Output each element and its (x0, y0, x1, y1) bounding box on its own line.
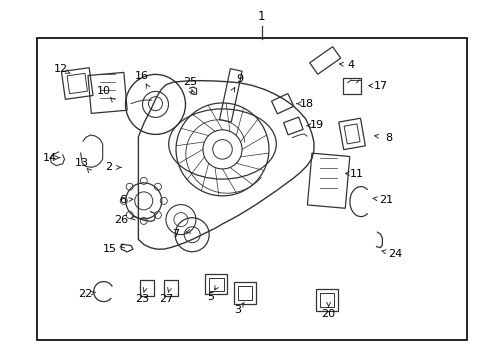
Text: 4: 4 (347, 60, 354, 70)
Text: 17: 17 (373, 81, 386, 91)
Text: 27: 27 (159, 294, 173, 304)
Bar (208, 278, 223, 291)
Text: 8: 8 (385, 132, 391, 143)
Text: 16: 16 (135, 71, 148, 81)
Text: 23: 23 (135, 294, 148, 304)
Bar (343, 78, 360, 94)
Bar (344, 124, 359, 144)
Text: 19: 19 (309, 120, 323, 130)
Bar (219, 69, 242, 122)
Bar (88, 72, 127, 113)
Bar (164, 280, 178, 296)
Bar (319, 293, 333, 306)
Text: 18: 18 (299, 99, 313, 109)
Bar (315, 288, 337, 311)
Bar (238, 287, 252, 300)
Text: 2: 2 (105, 162, 112, 172)
Bar (205, 274, 226, 294)
Bar (307, 153, 349, 208)
Text: 24: 24 (387, 249, 402, 259)
Bar (67, 73, 87, 94)
Text: 5: 5 (206, 292, 213, 302)
Bar (61, 68, 93, 99)
Text: 11: 11 (349, 168, 363, 179)
Text: 3: 3 (234, 305, 241, 315)
Text: 22: 22 (78, 289, 93, 300)
Text: 25: 25 (183, 77, 196, 87)
Text: 7: 7 (172, 229, 179, 239)
Text: 14: 14 (43, 153, 57, 163)
Text: 20: 20 (321, 309, 335, 319)
Bar (37, 38, 466, 340)
Text: 10: 10 (97, 86, 110, 96)
Bar (309, 47, 340, 74)
Text: 12: 12 (54, 64, 68, 74)
Text: 15: 15 (103, 244, 117, 254)
Bar (338, 118, 365, 150)
Bar (271, 94, 293, 114)
Text: 13: 13 (75, 158, 89, 168)
Text: 26: 26 (114, 215, 128, 225)
Text: 9: 9 (236, 74, 243, 84)
Bar (283, 117, 303, 135)
Text: 6: 6 (119, 195, 125, 205)
Text: 1: 1 (257, 10, 265, 23)
Text: 21: 21 (379, 195, 392, 205)
Bar (140, 280, 153, 296)
Bar (234, 282, 256, 305)
